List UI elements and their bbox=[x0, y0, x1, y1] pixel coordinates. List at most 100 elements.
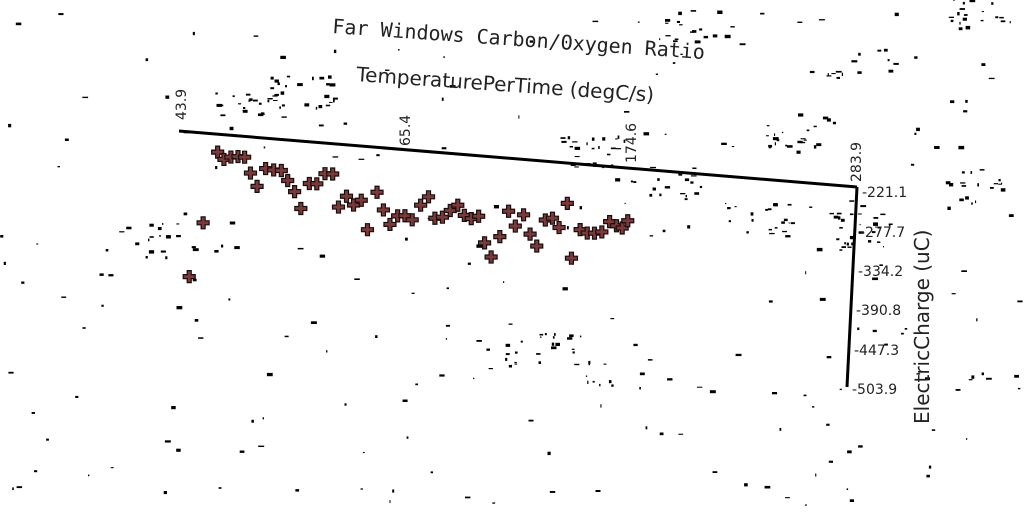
speckle-dot bbox=[163, 491, 167, 495]
speckle-dot bbox=[846, 242, 849, 246]
speckle-dot bbox=[957, 12, 960, 16]
speckle-dot bbox=[514, 361, 517, 364]
speckle-dot bbox=[877, 227, 881, 229]
speckle-dot bbox=[148, 250, 155, 254]
y-axis-label: ElectricCharge (uC) bbox=[910, 230, 934, 424]
speckle-dot bbox=[851, 60, 858, 63]
speckle-dot bbox=[676, 20, 680, 23]
speckle-dot bbox=[806, 129, 810, 132]
speckle-dot bbox=[788, 222, 790, 224]
speckle-dot bbox=[934, 146, 940, 149]
speckle-dot bbox=[274, 79, 279, 83]
speckle-dot bbox=[267, 98, 273, 100]
speckle-dot bbox=[960, 182, 966, 184]
speckle-dot bbox=[571, 348, 575, 350]
speckle-dot bbox=[515, 351, 518, 354]
data-point bbox=[516, 208, 531, 222]
speckle-dot bbox=[766, 125, 770, 127]
speckle-dot bbox=[871, 231, 876, 234]
speckle-dot bbox=[860, 205, 867, 208]
speckle-dot bbox=[258, 113, 264, 117]
speckle-dot bbox=[846, 488, 849, 490]
speckle-dot bbox=[319, 254, 326, 258]
speckle-dot bbox=[332, 156, 339, 158]
data-point bbox=[360, 223, 375, 237]
speckle-dot bbox=[552, 336, 555, 339]
data-point bbox=[370, 185, 384, 199]
speckle-dot bbox=[402, 399, 408, 402]
chart-title: Far Windows Carbon/Oxygen Ratio bbox=[332, 14, 706, 64]
speckle-dot bbox=[694, 40, 701, 44]
speckle-dot bbox=[588, 363, 590, 366]
data-point bbox=[472, 209, 486, 223]
speckle-dot bbox=[645, 426, 648, 430]
speckle-dot bbox=[980, 19, 984, 22]
speckle-dot bbox=[274, 93, 279, 96]
speckle-dot bbox=[769, 232, 775, 235]
speckle-dot bbox=[229, 221, 236, 225]
speckle-dot bbox=[592, 20, 599, 23]
speckle-dot bbox=[176, 223, 180, 225]
x-tick-labels: 43.9 65.4 174.6 283.9 bbox=[174, 89, 865, 182]
data-point bbox=[621, 214, 635, 228]
speckle-dot bbox=[1000, 188, 1006, 192]
speckle-dot bbox=[950, 19, 954, 23]
speckle-dot bbox=[1014, 374, 1019, 378]
speckle-dot bbox=[392, 489, 395, 493]
speckle-dot bbox=[588, 360, 591, 364]
speckle-dot bbox=[191, 246, 196, 249]
data-point bbox=[250, 179, 264, 193]
speckle-dot bbox=[508, 323, 513, 325]
speckle-dot bbox=[362, 452, 365, 454]
speckle-dot bbox=[599, 383, 601, 387]
speckle-dot bbox=[690, 31, 694, 33]
speckle-dot bbox=[220, 104, 224, 107]
speckle-dot bbox=[148, 238, 150, 242]
speckle-dot bbox=[615, 178, 621, 182]
speckle-dot bbox=[914, 56, 918, 59]
speckle-dot bbox=[354, 278, 360, 280]
speckle-dot bbox=[977, 183, 979, 187]
speckle-dot bbox=[800, 138, 806, 140]
speckle-dot bbox=[828, 460, 833, 463]
speckle-dot bbox=[959, 21, 961, 25]
speckle-dot bbox=[916, 373, 921, 375]
speckle-dot bbox=[304, 103, 310, 107]
speckle-dot bbox=[840, 218, 845, 222]
speckle-dot bbox=[297, 83, 303, 87]
speckle-dot bbox=[680, 53, 683, 55]
speckle-dot bbox=[215, 166, 218, 170]
speckle-dot bbox=[826, 118, 831, 122]
speckle-dot bbox=[561, 140, 567, 143]
speckle-dot bbox=[781, 131, 784, 134]
speckle-dot bbox=[411, 292, 415, 294]
speckle-dot bbox=[554, 333, 556, 336]
speckle-dot bbox=[64, 138, 69, 141]
y-tick-labels: -221.1 -277.7 -334.2 -390.8 -447.3 -503.… bbox=[852, 185, 907, 398]
data-point bbox=[457, 208, 471, 222]
speckle-dot bbox=[877, 241, 881, 243]
speckle-dot bbox=[569, 334, 574, 338]
speckle-dot bbox=[751, 219, 754, 222]
speckle-dot bbox=[746, 231, 749, 234]
speckle-dot bbox=[721, 142, 727, 145]
speckle-dot bbox=[849, 499, 854, 502]
speckle-dot bbox=[633, 343, 638, 347]
speckle-dot bbox=[839, 227, 843, 229]
speckle-dot bbox=[986, 377, 992, 380]
speckle-dot bbox=[630, 180, 633, 183]
speckle-dot bbox=[690, 175, 697, 177]
speckle-dot bbox=[505, 357, 508, 361]
speckle-dot bbox=[961, 185, 967, 187]
speckle-dot bbox=[971, 202, 973, 205]
data-point bbox=[196, 216, 210, 230]
data-point bbox=[493, 230, 507, 244]
speckle-dot bbox=[385, 69, 390, 71]
speckle-dot bbox=[785, 497, 790, 499]
speckle-dot bbox=[243, 107, 246, 109]
data-point bbox=[414, 198, 428, 212]
speckle-dot bbox=[273, 100, 278, 101]
speckle-dot bbox=[15, 22, 22, 26]
data-point bbox=[443, 203, 457, 218]
speckle-dot bbox=[744, 483, 748, 487]
